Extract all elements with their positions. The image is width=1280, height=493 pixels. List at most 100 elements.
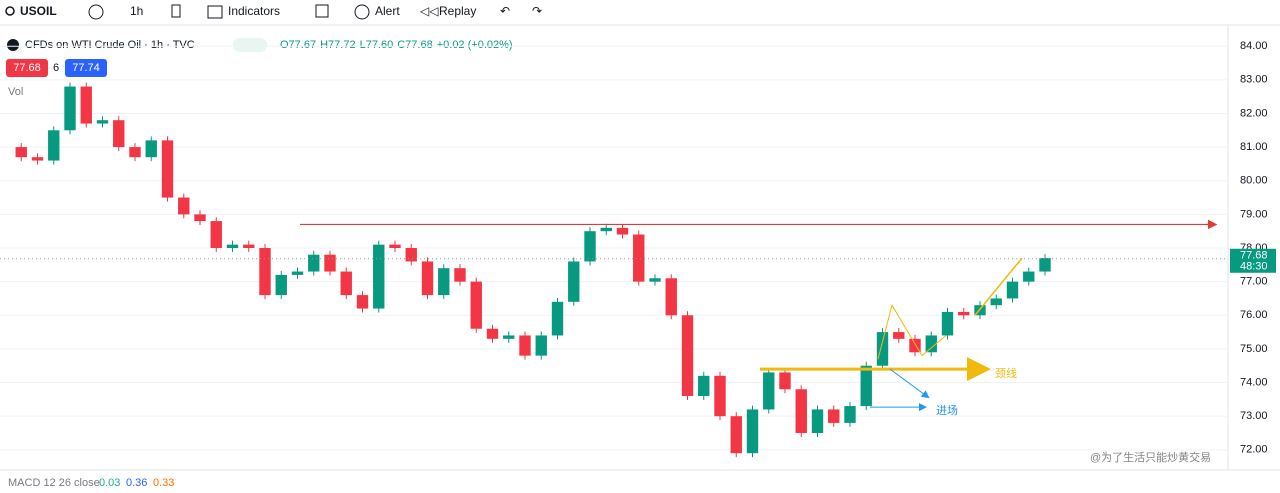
- macd-line: 0.36: [126, 477, 147, 488]
- buy-badge[interactable]: [65, 59, 107, 77]
- replay-button[interactable]: Replay: [439, 4, 476, 18]
- undo[interactable]: ↶: [500, 4, 510, 18]
- candle-body: [828, 409, 840, 423]
- candle-body: [64, 86, 76, 131]
- indicators-icon[interactable]: [207, 5, 223, 19]
- layouts-icon[interactable]: [315, 4, 329, 18]
- candle-body: [96, 120, 109, 124]
- countdown: 48:30: [1240, 261, 1268, 273]
- candle-body: [681, 315, 694, 397]
- candle-body: [941, 311, 954, 336]
- chart-style[interactable]: [171, 4, 181, 18]
- trend-line: [974, 257, 1023, 316]
- ohlc-value: O77.67: [280, 39, 316, 51]
- candle-body: [129, 147, 141, 158]
- candle-body: [584, 231, 596, 262]
- candle-body: [535, 335, 547, 356]
- candle-body: [438, 268, 450, 296]
- candle-body: [746, 409, 759, 454]
- candle-body: [958, 311, 970, 316]
- candle-body: [503, 335, 515, 339]
- candle-body: [210, 221, 222, 249]
- candle-body: [519, 335, 531, 356]
- candle-body: [454, 268, 466, 282]
- toolbar: [0, 0, 1280, 25]
- candle-body: [649, 278, 661, 282]
- macd-signal: 0.33: [153, 477, 174, 488]
- price-tick-label: 73.00: [1240, 410, 1268, 422]
- last-price-badge: [1230, 248, 1276, 273]
- candle-body: [405, 248, 417, 262]
- ohlc-value: +0.02 (+0.02%): [437, 39, 513, 51]
- candle-body: [48, 130, 60, 161]
- search-icon[interactable]: [5, 6, 15, 16]
- ohlc-value: L77.60: [360, 39, 394, 51]
- indicators-button[interactable]: Indicators: [228, 4, 280, 18]
- market-status: [233, 38, 267, 52]
- price-tick-label: 84.00: [1240, 40, 1268, 52]
- candle-body: [616, 227, 629, 235]
- vol-label: Vol: [8, 86, 23, 98]
- candle-body: [795, 389, 807, 434]
- neckline-label: 颈线: [995, 366, 1017, 380]
- price-tick-label: 80.00: [1240, 175, 1268, 187]
- candle-body: [925, 335, 937, 353]
- candle-body: [990, 298, 1002, 306]
- candle-body: [844, 406, 856, 423]
- alert-button[interactable]: Alert: [375, 4, 400, 18]
- candle-body: [161, 140, 174, 198]
- candle-body: [763, 372, 775, 410]
- macd-label: MACD 12 26 close: [8, 477, 100, 488]
- candle-body: [80, 86, 92, 124]
- candle-body: [31, 157, 44, 161]
- price-tick-label: 75.00: [1240, 343, 1268, 355]
- entry-arrow: [889, 368, 930, 399]
- redo[interactable]: ↷: [532, 4, 542, 18]
- sell-badge[interactable]: [6, 59, 48, 77]
- candle-body: [551, 301, 564, 336]
- symbol-logo: [7, 39, 19, 51]
- candle-body: [275, 274, 287, 296]
- candle-body: [876, 332, 889, 366]
- price-tick-label: 74.00: [1240, 376, 1268, 388]
- candle-body: [308, 254, 320, 272]
- candle-body: [714, 375, 726, 417]
- pattern-lines: [877, 303, 947, 360]
- replay-icon[interactable]: ◁◁: [420, 4, 439, 18]
- candle-body: [1006, 281, 1019, 299]
- buy-price[interactable]: 77.74: [72, 62, 100, 74]
- symbol[interactable]: USOIL: [20, 4, 57, 18]
- macd-hist: 0.03: [99, 477, 120, 488]
- candle-body: [259, 248, 271, 296]
- watermark: @为了生活只能炒黄交易: [1090, 450, 1211, 464]
- price-tick-label: 76.00: [1240, 309, 1268, 321]
- candle-body: [373, 244, 385, 309]
- candle-body: [324, 254, 336, 272]
- price-tick-label: 81.00: [1240, 141, 1268, 153]
- candle-body: [15, 147, 27, 158]
- alert-icon[interactable]: [354, 4, 370, 20]
- candle-body: [568, 261, 580, 302]
- candle-body: [226, 244, 239, 249]
- candle-body: [194, 214, 206, 222]
- candle-body: [113, 120, 125, 148]
- candle-body: [665, 278, 677, 316]
- candle-body: [243, 244, 255, 249]
- candle-body: [860, 365, 872, 407]
- candle-body: [178, 197, 190, 215]
- ohlc-value: H77.72: [320, 39, 355, 51]
- candle-body: [811, 409, 824, 434]
- candle-body: [698, 375, 710, 397]
- candle-body: [356, 295, 369, 309]
- candle-body: [779, 372, 791, 390]
- interval[interactable]: 1h: [130, 4, 143, 18]
- candle-body: [633, 234, 645, 282]
- add-symbol[interactable]: [88, 4, 104, 20]
- price-tick-label: 83.00: [1240, 74, 1268, 86]
- candle-body: [291, 271, 304, 275]
- price-tick-label: 79.00: [1240, 208, 1268, 220]
- spread: 6: [53, 62, 59, 74]
- sell-price[interactable]: 77.68: [13, 62, 41, 74]
- candle-body: [389, 244, 401, 249]
